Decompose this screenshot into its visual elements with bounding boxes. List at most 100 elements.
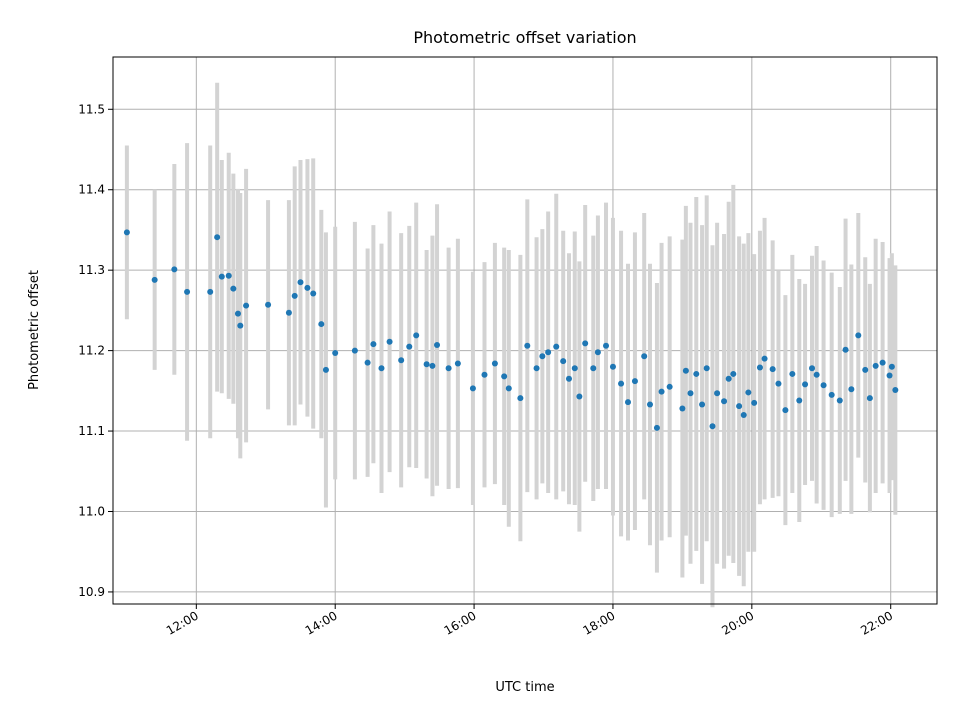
data-point (243, 302, 250, 309)
data-point (725, 375, 732, 382)
data-point (709, 423, 716, 430)
data-point (151, 276, 158, 283)
data-point (230, 285, 237, 292)
y-tick-label: 11.2 (78, 344, 105, 358)
y-axis-ticks: 10.9 11.0 11.1 11.2 11.3 11.4 11.5 (78, 102, 113, 599)
data-point (491, 360, 498, 367)
data-point (866, 395, 873, 402)
data-point (855, 332, 862, 339)
data-point (517, 395, 524, 402)
data-point (297, 279, 304, 286)
x-axis-ticks: 12:00 14:00 16:00 18:00 20:00 22:00 (164, 604, 895, 638)
data-point (740, 411, 747, 418)
data-point (370, 341, 377, 348)
data-point (285, 309, 292, 316)
data-point (699, 401, 706, 408)
data-point (378, 365, 385, 372)
data-point (646, 401, 653, 408)
data-point (693, 370, 700, 377)
data-point (769, 366, 776, 373)
data-point (761, 355, 768, 362)
data-point (703, 365, 710, 372)
data-point (501, 373, 508, 380)
y-tick-label: 10.9 (78, 585, 105, 599)
data-point (590, 365, 597, 372)
data-point (322, 366, 329, 373)
data-point (641, 353, 648, 360)
data-point (533, 365, 540, 372)
data-point (332, 350, 339, 357)
data-point (265, 301, 272, 308)
data-point (291, 292, 298, 299)
data-point (862, 366, 869, 373)
x-tick-label: 14:00 (303, 608, 340, 637)
data-point (872, 362, 879, 369)
error-bars (124, 82, 898, 608)
data-point (721, 398, 728, 405)
x-axis-label: UTC time (495, 680, 554, 695)
data-point (505, 385, 512, 392)
data-point (237, 322, 244, 329)
data-point (351, 347, 358, 354)
data-point (775, 380, 782, 387)
data-point (207, 288, 214, 295)
data-point (481, 371, 488, 378)
data-point (879, 359, 886, 366)
data-point (454, 360, 461, 367)
data-point (406, 343, 413, 350)
data-point (214, 234, 221, 241)
data-point (658, 388, 665, 395)
data-point (310, 290, 317, 297)
data-point (789, 370, 796, 377)
data-point (809, 365, 816, 372)
data-point (123, 229, 130, 236)
data-point (184, 288, 191, 295)
data-point (886, 372, 893, 379)
data-point (820, 382, 827, 389)
data-point (234, 310, 241, 317)
data-point (386, 338, 393, 345)
y-tick-label: 11.0 (78, 504, 105, 518)
data-point (445, 365, 452, 372)
data-point (631, 378, 638, 385)
data-point (225, 272, 232, 279)
data-point (714, 390, 721, 397)
data-point (813, 371, 820, 378)
data-point (842, 346, 849, 353)
data-point (553, 343, 560, 350)
data-point (828, 391, 835, 398)
data-point (545, 349, 552, 356)
data-point (848, 386, 855, 393)
data-point (413, 332, 420, 339)
data-point (618, 380, 625, 387)
data-point (603, 342, 610, 349)
data-point (398, 357, 405, 364)
data-point (171, 266, 178, 273)
data-point (364, 359, 371, 366)
data-point (796, 397, 803, 404)
data-points (123, 229, 899, 431)
data-point (653, 424, 660, 431)
chart-title: Photometric offset variation (413, 28, 636, 47)
data-point (687, 390, 694, 397)
data-point (524, 342, 531, 349)
y-tick-label: 11.4 (78, 183, 105, 197)
data-point (679, 405, 686, 412)
data-point (218, 273, 225, 280)
x-tick-label: 16:00 (442, 608, 479, 637)
data-point (318, 321, 325, 328)
y-tick-label: 11.1 (78, 424, 105, 438)
data-point (582, 340, 589, 347)
data-point (756, 364, 763, 371)
data-point (429, 362, 436, 369)
data-point (560, 358, 567, 365)
data-point (751, 399, 758, 406)
data-point (745, 389, 752, 396)
x-tick-label: 20:00 (719, 608, 756, 637)
data-point (682, 367, 689, 374)
data-point (609, 363, 616, 370)
data-point (539, 353, 546, 360)
data-point (736, 403, 743, 410)
data-point (304, 284, 311, 291)
data-point (802, 381, 809, 388)
